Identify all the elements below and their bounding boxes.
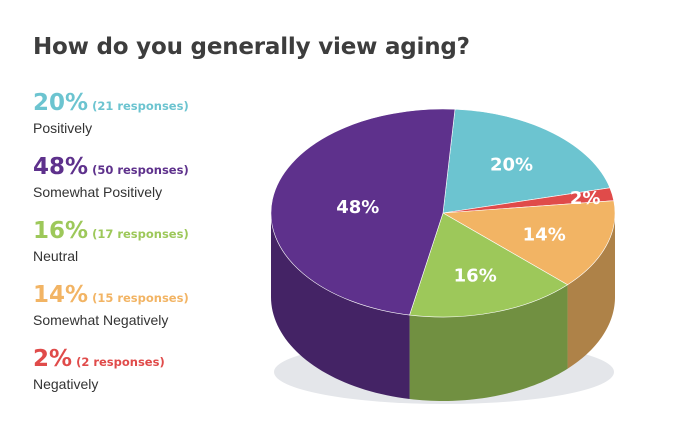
legend-category-label: Neutral xyxy=(33,248,79,264)
legend-percent: 2% xyxy=(33,346,73,372)
legend-responses: (17 responses) xyxy=(92,227,189,241)
legend-responses: (21 responses) xyxy=(92,99,189,113)
legend-item-somewhat-negatively: 14% (15 responses) Somewhat Negatively xyxy=(33,282,189,329)
legend-responses: (2 responses) xyxy=(76,355,165,369)
pie-side-somewhat-negatively xyxy=(567,213,615,369)
legend-category-label: Somewhat Positively xyxy=(33,184,163,200)
legend-responses: (15 responses) xyxy=(92,291,189,305)
slice-label-somewhat-positively: 48% xyxy=(336,197,379,218)
legend-category-label: Negatively xyxy=(33,376,99,392)
legend-item-positively: 20% (21 responses) Positively xyxy=(33,90,189,137)
legend-item-negatively: 2% (2 responses) Negatively xyxy=(33,346,165,393)
legend-item-neutral: 16% (17 responses) Neutral xyxy=(33,218,189,265)
pie-labels: 20% 2%14% 16% 48% xyxy=(336,155,600,287)
legend-responses: (50 responses) xyxy=(92,163,189,177)
pie-tops xyxy=(270,108,616,318)
slice-label-somewhat-negatively: 14% xyxy=(523,224,566,245)
chart-title: How do you generally view aging? xyxy=(33,34,470,60)
slice-label-positively: 20% xyxy=(490,155,533,176)
legend-percent: 16% xyxy=(33,218,89,244)
pie-slice-neutral xyxy=(409,212,569,318)
pie-slice-somewhat-positively xyxy=(270,108,456,316)
legend-percent: 14% xyxy=(33,282,89,308)
slice-label-neutral: 16% xyxy=(454,266,497,287)
legend-category-label: Somewhat Negatively xyxy=(33,312,169,328)
pie-slice-positively xyxy=(442,108,611,214)
legend-percent: 48% xyxy=(33,154,89,180)
legend-category-label: Positively xyxy=(33,120,93,136)
pie-slice-somewhat-negatively xyxy=(442,200,616,286)
pie-side-somewhat-positively xyxy=(271,213,410,400)
legend-item-somewhat-positively: 48% (50 responses) Somewhat Positively xyxy=(33,154,189,201)
slice-label-negatively: 2% xyxy=(570,188,601,209)
legend-percent: 20% xyxy=(33,90,89,116)
pie-sides xyxy=(271,213,615,401)
pie-side-neutral xyxy=(409,284,568,401)
